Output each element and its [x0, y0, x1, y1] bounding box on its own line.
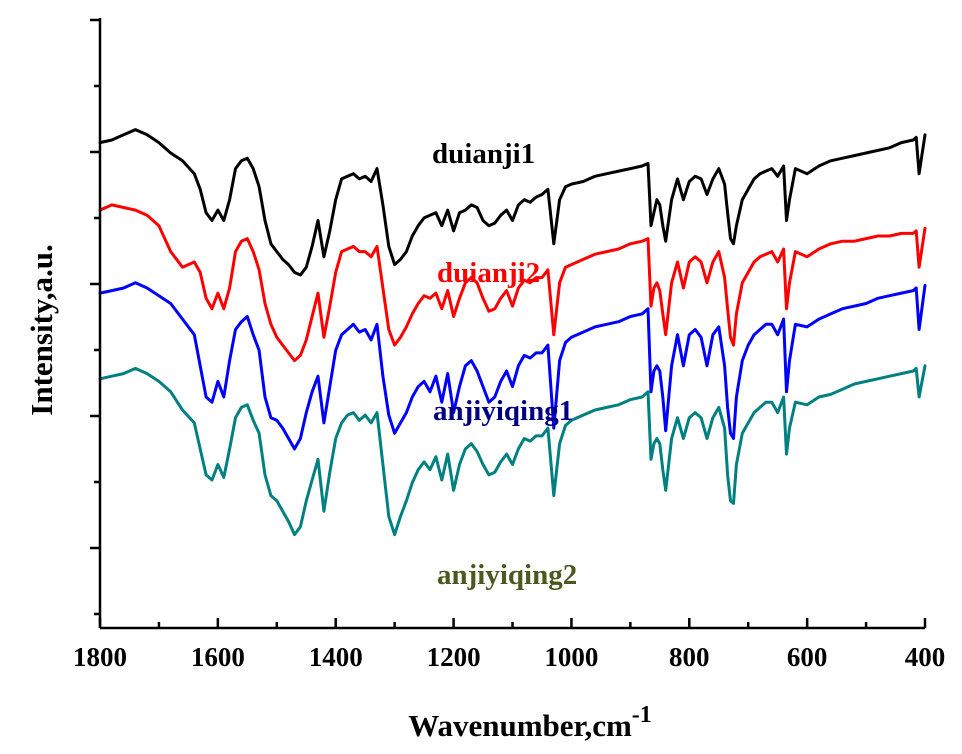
series-line-duianji2 [98, 203, 927, 363]
x-axis: 1800 1600 1400 1200 1000 800 600 400 [73, 618, 945, 672]
x-tick-label-1600: 1600 [191, 642, 245, 672]
series-label-duianji2: duianji2 [437, 257, 540, 289]
x-tick-label-1000: 1000 [544, 642, 598, 672]
series-label-anjiyiqing2: anjiyiqing2 [437, 559, 577, 591]
x-tick-label-600: 600 [787, 642, 828, 672]
series-label-anjiyiqing1: anjiyiqing1 [433, 395, 573, 427]
x-axis-title: Wavenumber,cm-1 [408, 702, 652, 743]
x-tick-label-1800: 1800 [73, 642, 127, 672]
x-tick-label-800: 800 [669, 642, 710, 672]
y-axis [90, 18, 102, 628]
series-label-duianji1: duianji1 [432, 138, 535, 170]
x-tick-label-1200: 1200 [427, 642, 481, 672]
series-line-anjiyiqing1 [98, 281, 927, 451]
y-axis-title: Intensity,a.u. [24, 244, 59, 415]
plot-lines [98, 128, 927, 537]
x-axis-title-main: Wavenumber,cm [408, 708, 632, 743]
x-axis-title-superscript: -1 [632, 702, 652, 728]
x-tick-label-1400: 1400 [309, 642, 363, 672]
x-tick-label-400: 400 [905, 642, 946, 672]
series-labels: duianji1 duianji2 anjiyiqing1 anjiyiqing2 [432, 138, 577, 591]
series-line-anjiyiqing2 [98, 364, 927, 537]
series-line-duianji1 [98, 128, 927, 277]
